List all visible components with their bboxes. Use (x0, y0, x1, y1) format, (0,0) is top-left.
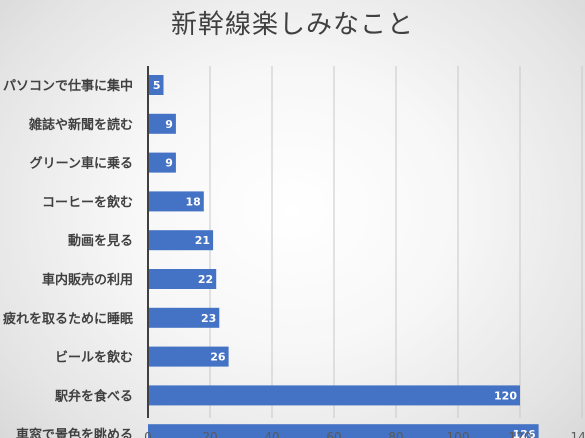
category-label: 車内販売の利用 (42, 272, 133, 288)
category-label: グリーン車に乗る (30, 156, 133, 172)
bar-9 (148, 385, 520, 406)
x-tick-label: 40 (264, 430, 279, 438)
category-label: コーヒーを飲む (42, 194, 133, 210)
bar-value-label: 22 (198, 273, 213, 286)
gridlines (209, 66, 583, 418)
category-labels: パソコンで仕事に集中雑誌や新聞を読むグリーン車に乗るコーヒーを飲む動画を見る車内… (3, 78, 133, 438)
bar-value-label: 126 (513, 428, 536, 438)
category-label: パソコンで仕事に集中 (3, 78, 133, 94)
category-label: 車窓で景色を眺める (16, 427, 133, 438)
bar-value-label: 9 (165, 118, 173, 131)
bar-10 (148, 424, 539, 438)
category-label: 雑誌や新聞を読む (28, 117, 133, 133)
x-tick-label: 20 (202, 430, 217, 438)
bar-7 (148, 307, 220, 328)
bar-value-label: 26 (210, 351, 226, 364)
x-tick-label: 60 (326, 430, 341, 438)
bar-3 (148, 152, 176, 173)
bar-5 (148, 230, 214, 251)
bar-1 (148, 75, 164, 95)
x-tick-label: 80 (388, 430, 403, 438)
chart-title: 新幹線楽しみなこと (170, 10, 414, 40)
category-label: 駅弁を食べる (54, 388, 133, 404)
x-tick-label: 120 (509, 430, 532, 438)
category-label: 動画を見る (68, 233, 133, 249)
bar-value-label: 120 (494, 389, 517, 402)
bar-value-label: 21 (195, 234, 210, 247)
bar-value-label: 23 (201, 312, 216, 325)
bar-2 (148, 113, 176, 134)
bar-value-label: 5 (153, 79, 161, 92)
bar-value-label: 9 (165, 157, 173, 170)
bar-value-label: 18 (185, 195, 200, 208)
x-tick-label: 140 (571, 430, 585, 438)
x-tick-label: 100 (447, 430, 470, 438)
category-label: 疲れを取るために睡眠 (3, 311, 133, 327)
bar-6 (148, 269, 217, 289)
x-axis-tick-labels: 0 20 40 60 80 100 120 140 (144, 430, 585, 438)
bar-4 (148, 191, 204, 212)
category-label: ビールを飲む (55, 350, 133, 366)
bar-8 (148, 346, 229, 367)
x-tick-label: 0 (144, 430, 152, 438)
